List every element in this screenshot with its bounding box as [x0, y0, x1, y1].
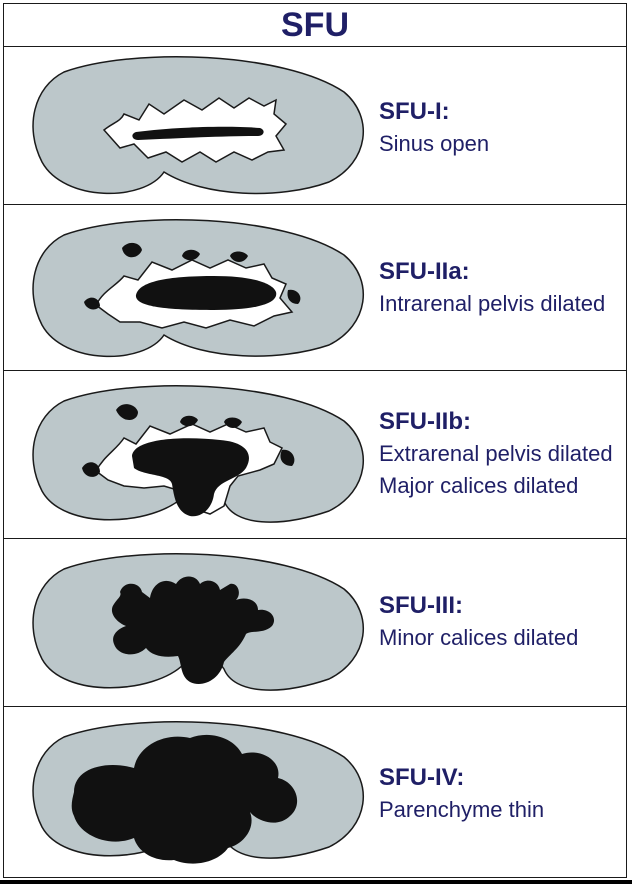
grade-name: SFU-I: — [379, 98, 450, 125]
kidney-diagram-sfu-2b — [32, 384, 365, 523]
grade-name: SFU-IIb: — [379, 408, 471, 435]
calyx — [287, 289, 301, 304]
grade-name: SFU-IIa: — [379, 258, 470, 285]
grade-name: SFU-III: — [379, 592, 463, 619]
calyx — [84, 297, 100, 310]
calyx — [116, 404, 138, 420]
extrarenal-pelvis — [132, 438, 249, 517]
grade-description: Major calices dilated — [379, 473, 579, 498]
calyx — [230, 251, 248, 262]
calyx — [180, 415, 198, 427]
dilated-collecting-system — [111, 576, 275, 684]
grade-description: Parenchyme thin — [379, 797, 545, 822]
calyx — [280, 449, 295, 466]
calyx — [82, 462, 100, 477]
bottom-edge-bar — [0, 880, 632, 884]
grade-description: Intrarenal pelvis dilated — [379, 291, 606, 316]
grade-name: SFU-IV: — [379, 764, 465, 791]
kidney-diagram-sfu-3 — [32, 552, 365, 691]
panel-title: SFU — [4, 4, 626, 47]
grade-description: Minor calices dilated — [379, 625, 579, 650]
kidney-diagram-sfu-4 — [32, 720, 365, 864]
calyx — [182, 249, 200, 261]
markedly-dilated-collecting-system — [71, 734, 298, 864]
calyx — [122, 242, 142, 258]
grade-row-sfu-2b: SFU-IIb: Extrarenal pelvis dilated Major… — [4, 370, 626, 539]
calyx — [224, 417, 242, 428]
grade-label-sfu-2b: SFU-IIb: Extrarenal pelvis dilated Major… — [379, 406, 613, 502]
kidney-diagram-sfu-1 — [32, 55, 365, 195]
grade-row-sfu-1: SFU-I: Sinus open — [4, 46, 626, 205]
grade-label-sfu-1: SFU-I: Sinus open — [379, 96, 489, 160]
kidney-diagram-sfu-2a — [32, 218, 365, 358]
grade-row-sfu-4: SFU-IV: Parenchyme thin — [4, 706, 626, 877]
grade-description: Sinus open — [379, 131, 490, 156]
grade-label-sfu-3: SFU-III: Minor calices dilated — [379, 590, 578, 654]
grade-row-sfu-2a: SFU-IIa: Intrarenal pelvis dilated — [4, 204, 626, 371]
grade-label-sfu-2a: SFU-IIa: Intrarenal pelvis dilated — [379, 256, 605, 320]
collapsed-pelvis — [132, 126, 264, 140]
grade-description: Extrarenal pelvis dilated — [379, 441, 613, 466]
sfu-grading-panel: SFU SFU-I: Sinus open SFU-IIa: Intrarena… — [3, 3, 627, 878]
grade-row-sfu-3: SFU-III: Minor calices dilated — [4, 538, 626, 707]
dilated-pelvis — [135, 276, 277, 310]
grade-label-sfu-4: SFU-IV: Parenchyme thin — [379, 762, 544, 826]
